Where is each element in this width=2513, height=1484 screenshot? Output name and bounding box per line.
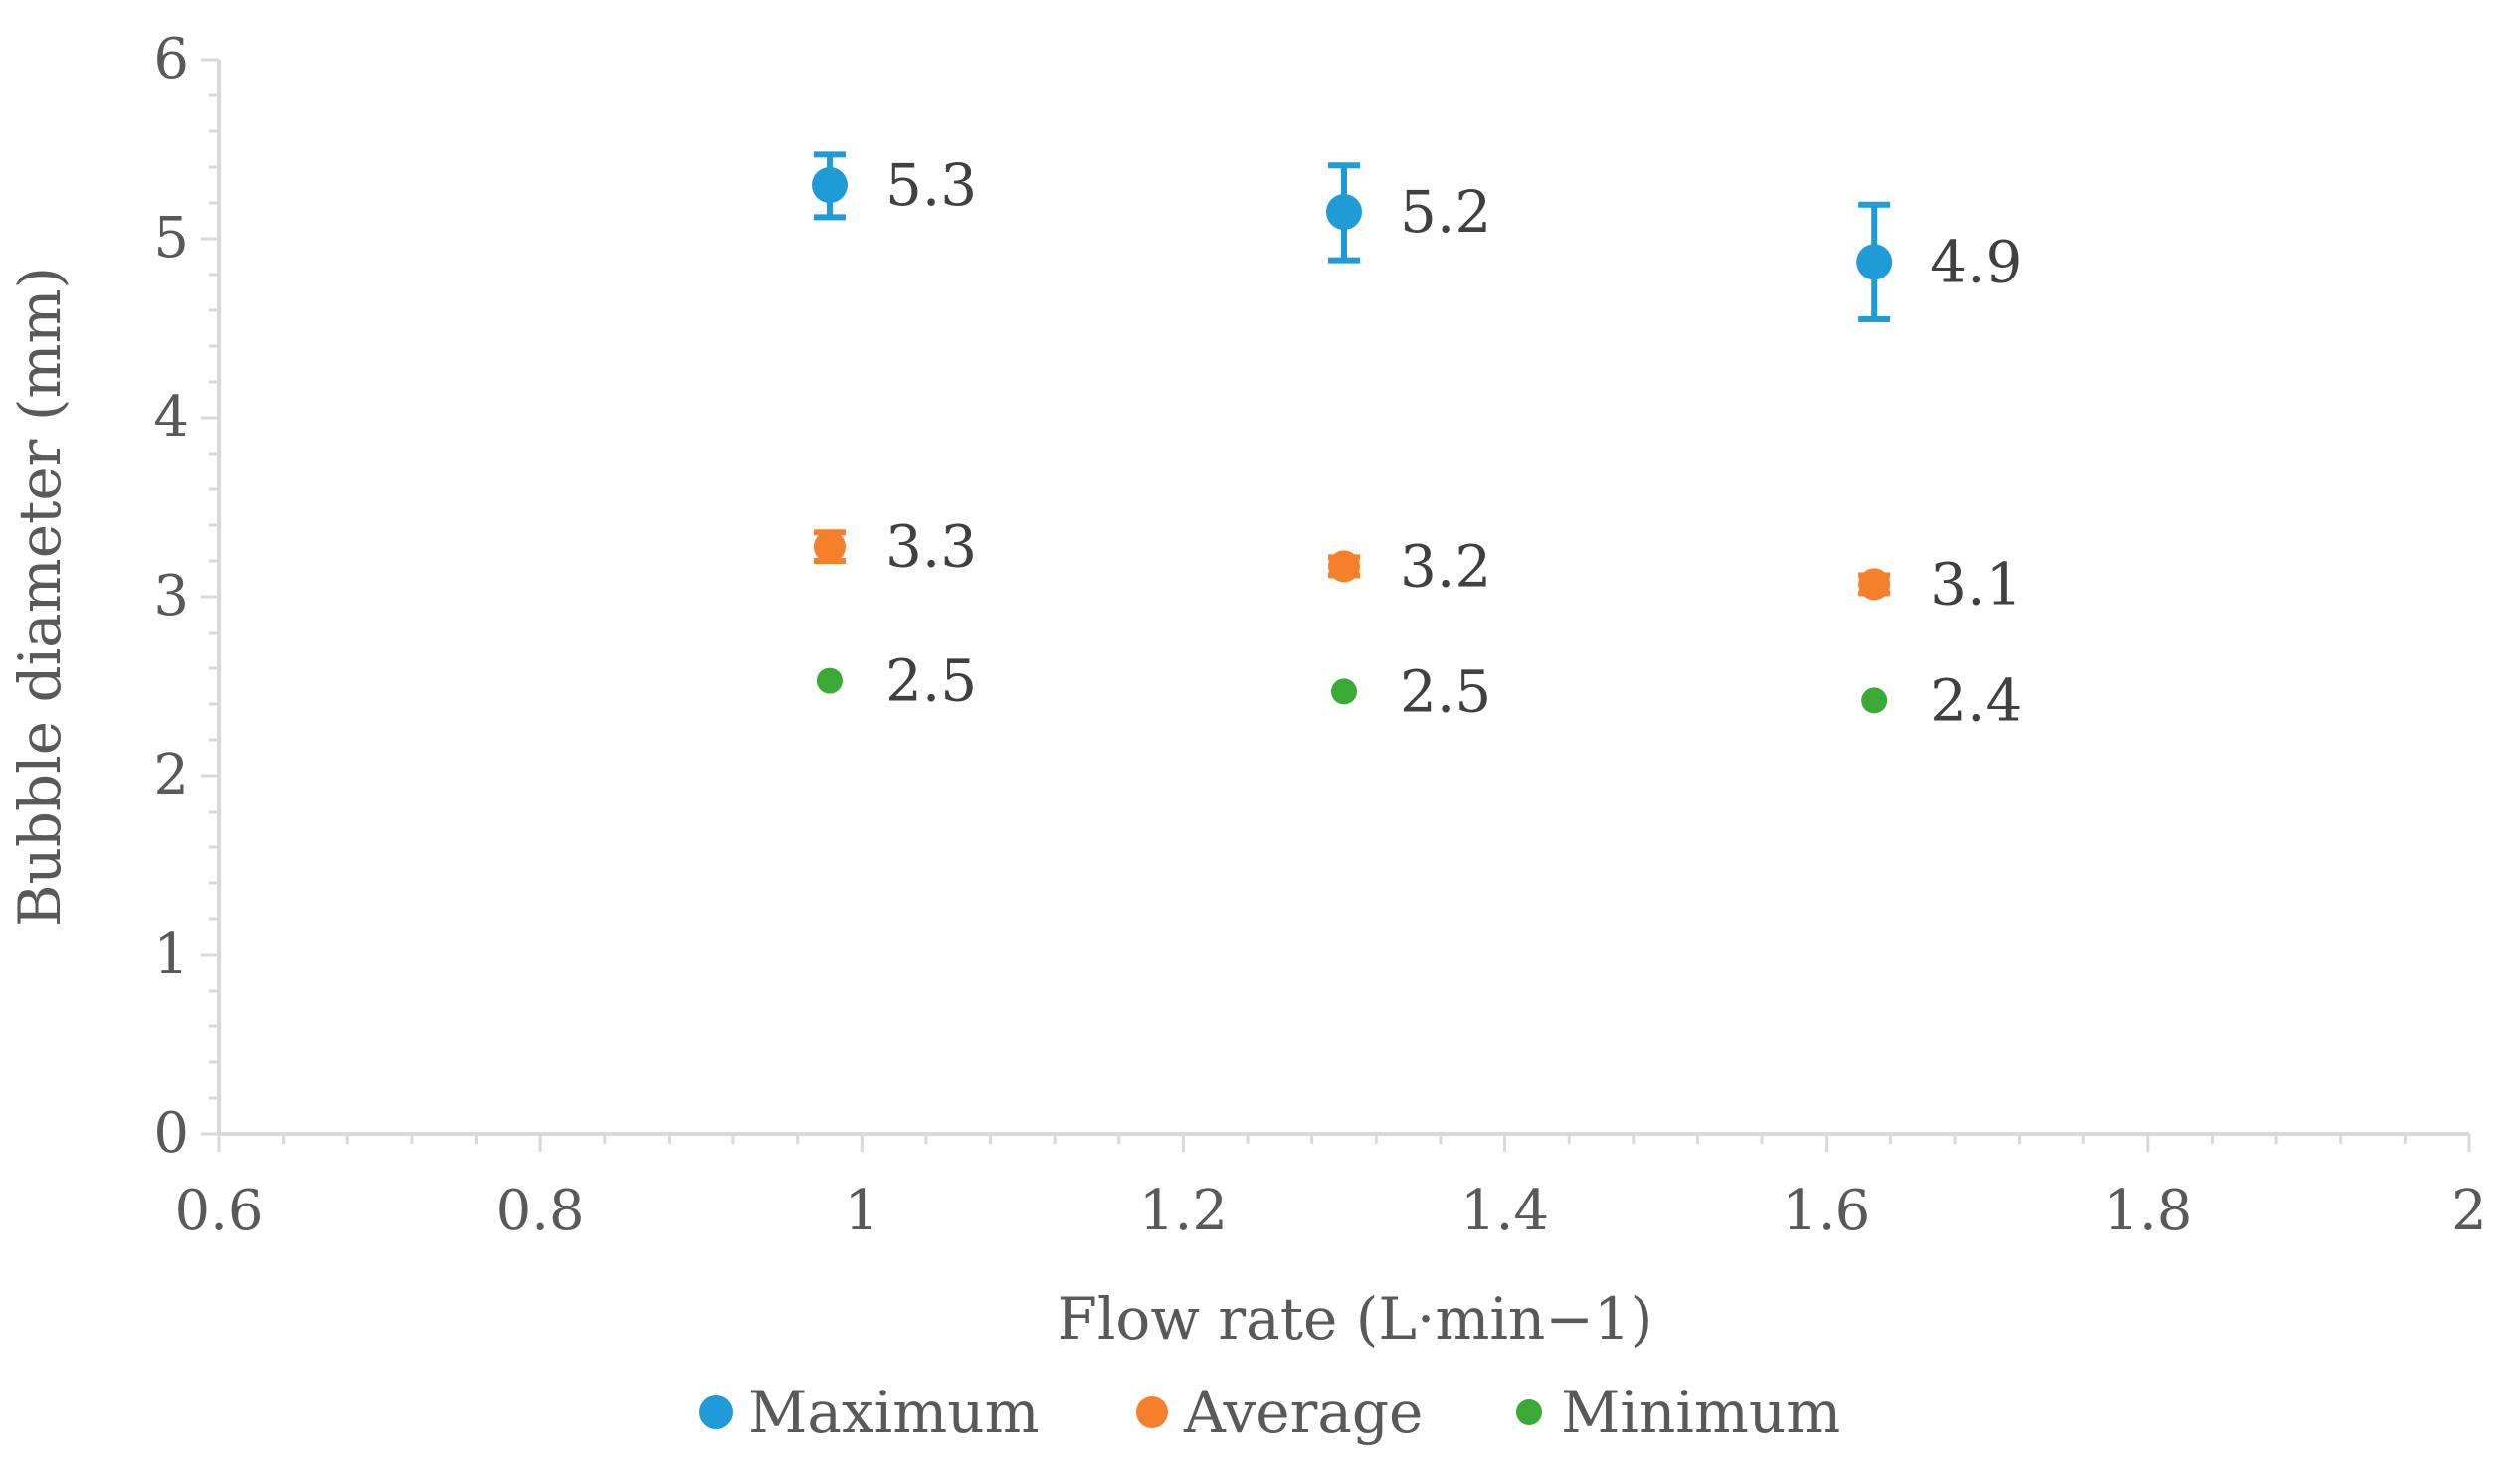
y-tick-label: 1 — [153, 922, 189, 987]
x-tick-label: 0.8 — [496, 1179, 585, 1243]
x-tick-label: 1.8 — [2103, 1179, 2192, 1243]
legend-label-average: Average — [1183, 1379, 1423, 1446]
legend-marker-maximum — [699, 1395, 733, 1429]
x-tick-label: 1.4 — [1460, 1179, 1549, 1243]
maximum-point — [1326, 194, 1362, 230]
axes — [201, 58, 2471, 1152]
minimum-point — [1331, 678, 1357, 705]
average-data-label: 3.3 — [885, 513, 977, 581]
tick-labels: 0 1 2 3 4 5 6 0.6 0.8 1 1.2 1.4 1.6 1.8 2 — [153, 27, 2486, 1243]
legend-marker-minimum — [1516, 1399, 1542, 1425]
x-tick-label: 1 — [844, 1179, 879, 1243]
data-labels: 5.3 5.2 4.9 3.3 3.2 3.1 2.5 2.5 2.4 — [885, 151, 2022, 734]
data-points — [811, 167, 1893, 714]
average-point — [1858, 568, 1891, 601]
maximum-point — [1856, 244, 1893, 280]
minimum-data-label: 2.5 — [1400, 657, 1491, 725]
y-tick-label: 5 — [153, 206, 189, 271]
y-tick-label: 6 — [153, 27, 189, 92]
legend-label-minimum: Minimum — [1561, 1379, 1840, 1446]
average-data-label: 3.1 — [1930, 550, 2022, 618]
x-tick-label: 2 — [2451, 1179, 2487, 1243]
minimum-point — [1861, 687, 1888, 714]
y-tick-label: 2 — [153, 743, 189, 808]
average-point — [813, 530, 846, 563]
x-axis-title: Flow rate (L·min−1) — [1058, 1285, 1653, 1353]
axis-titles: Flow rate (L·min−1) Bubble diameter (mm) — [6, 267, 1652, 1353]
average-point — [1328, 550, 1360, 583]
legend-marker-average — [1136, 1396, 1168, 1428]
legend-label-maximum: Maximum — [748, 1379, 1040, 1446]
y-tick-label: 3 — [153, 564, 189, 629]
maximum-data-label: 5.3 — [885, 151, 977, 219]
x-tick-label: 0.6 — [174, 1179, 263, 1243]
minimum-data-label: 2.5 — [885, 648, 977, 715]
average-data-label: 3.2 — [1400, 532, 1491, 600]
x-tick-label: 1.6 — [1782, 1179, 1870, 1243]
maximum-point — [811, 167, 848, 203]
minimum-data-label: 2.4 — [1930, 666, 2022, 734]
minimum-point — [816, 667, 843, 694]
y-axis-title: Bubble diameter (mm) — [6, 267, 74, 927]
y-tick-label: 4 — [153, 385, 189, 450]
maximum-data-label: 4.9 — [1930, 228, 2022, 295]
legend: Maximum Average Minimum — [699, 1379, 1840, 1446]
maximum-data-label: 5.2 — [1400, 178, 1491, 246]
y-tick-label: 0 — [153, 1101, 189, 1166]
x-tick-label: 1.2 — [1139, 1179, 1228, 1243]
